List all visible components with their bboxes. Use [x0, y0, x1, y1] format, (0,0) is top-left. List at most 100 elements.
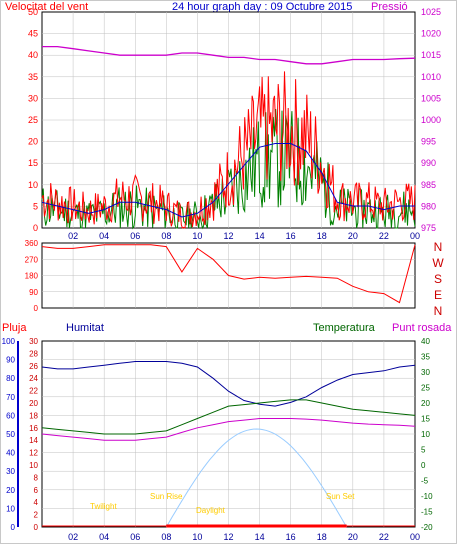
temperature-label: Temperatura	[313, 322, 376, 334]
p1-x-label-8: 18	[317, 231, 327, 241]
humidity-axis-tick-1: 2	[34, 511, 39, 520]
temperature-axis-tick-12: 40	[421, 337, 430, 346]
humidity-axis-tick-0: 0	[34, 523, 39, 532]
p1-x-label-9: 20	[348, 231, 358, 241]
wind-speed-axis-tick-6: 30	[28, 93, 38, 103]
humidity-series	[41, 361, 416, 407]
pressure-label: Pressió	[371, 1, 408, 13]
dewpoint-series	[41, 418, 416, 441]
rain-axis-tick-4: 40	[6, 449, 15, 458]
p1-x-label-1: 04	[99, 231, 109, 241]
p3-x-label-6: 14	[255, 532, 265, 542]
wind-direction-axis-tick-3: 270	[25, 255, 39, 264]
sun-set-label: Sun Set	[326, 492, 355, 501]
p3-x-label-5: 12	[223, 532, 233, 542]
temperature-axis-tick-0: -20	[421, 523, 433, 532]
wind-speed-axis-tick-4: 20	[28, 137, 38, 147]
wind-speed-axis-tick-10: 50	[28, 7, 38, 17]
wind-direction-grid	[42, 243, 415, 308]
pressure-axis-tick-3: 990	[421, 158, 436, 168]
compass-label-2: S	[434, 272, 442, 286]
humidity-temperature-grid	[42, 341, 415, 527]
wind-speed-axis: 0 5 10 15 20 25 30 35 40 45 50	[28, 7, 38, 233]
humidity-axis-tick-15: 30	[29, 337, 38, 346]
compass-label-4: N	[434, 304, 443, 318]
humidity-axis-tick-9: 18	[29, 411, 38, 420]
p3-x-label-3: 08	[161, 532, 171, 542]
wind-speed-axis-tick-9: 45	[28, 29, 38, 39]
wind-speed-axis-tick-1: 5	[33, 201, 38, 211]
wind-direction-axis-tick-4: 360	[25, 239, 39, 248]
humidity-axis-tick-12: 24	[29, 374, 38, 383]
pressure-axis-tick-7: 1010	[421, 72, 441, 82]
dewpoint-label: Punt rosada	[392, 322, 452, 334]
humidity-axis-tick-11: 22	[29, 387, 38, 396]
temperature-axis-tick-11: 35	[421, 353, 430, 362]
sun-rise-label: Sun Rise	[150, 492, 183, 501]
temperature-axis-tick-2: -10	[421, 492, 433, 501]
humidity-axis-tick-7: 14	[29, 436, 38, 445]
wind-direction-series	[41, 244, 416, 304]
wind-speed-axis-tick-0: 0	[33, 223, 38, 233]
compass-label-3: E	[434, 288, 442, 302]
daylight-label: Daylight	[196, 506, 226, 515]
temperature-axis-tick-10: 30	[421, 368, 430, 377]
rain-axis-tick-1: 10	[6, 504, 15, 513]
wind-direction-axis-tick-1: 90	[29, 288, 38, 297]
wind-speed-axis-tick-3: 15	[28, 158, 38, 168]
temperature-axis-tick-1: -15	[421, 508, 433, 517]
p3-x-label-9: 20	[348, 532, 358, 542]
wind-speed-axis-tick-8: 40	[28, 50, 38, 60]
humidity-temperature-x-axis: 02 04 06 08 10 12 14 16 18 20 22 00	[68, 532, 420, 542]
temperature-axis: -20 -15 -10 -5 0 5 10 15 20 25 30 35 40	[421, 337, 433, 532]
wind-speed-axis-tick-5: 25	[28, 115, 38, 125]
p1-x-label-6: 14	[255, 231, 265, 241]
humidity-axis-tick-5: 10	[29, 461, 38, 470]
rain-axis-tick-2: 20	[6, 486, 15, 495]
wind-speed-label: Velocitat del vent	[5, 1, 88, 13]
humidity-axis-tick-14: 28	[29, 349, 38, 358]
wind-speed-series	[41, 71, 416, 229]
humidity-temperature-series	[41, 361, 416, 528]
humidity-axis-tick-8: 16	[29, 424, 38, 433]
p1-x-label-3: 08	[161, 231, 171, 241]
wind-pressure-x-axis: 02 04 06 08 10 12 14 16 18 20 22 00	[68, 231, 420, 241]
p3-x-label-11: 00	[410, 532, 420, 542]
p1-x-label-5: 12	[223, 231, 233, 241]
wind-direction-series	[41, 244, 416, 304]
pressure-axis-tick-9: 1020	[421, 29, 441, 39]
wind-pressure-series	[41, 45, 416, 230]
p1-x-label-0: 02	[68, 231, 78, 241]
p3-x-label-0: 02	[68, 532, 78, 542]
rain-axis-tick-5: 50	[6, 430, 15, 439]
p1-x-label-7: 16	[286, 231, 296, 241]
pressure-axis-tick-0: 975	[421, 223, 436, 233]
wind-speed-axis-tick-7: 35	[28, 72, 38, 82]
p3-x-label-10: 22	[379, 532, 389, 542]
p3-x-label-7: 16	[286, 532, 296, 542]
temperature-axis-tick-3: -5	[421, 477, 429, 486]
temperature-axis-tick-8: 20	[421, 399, 430, 408]
temperature-axis-tick-9: 25	[421, 384, 430, 393]
p3-x-label-1: 04	[99, 532, 109, 542]
pressure-axis-tick-4: 995	[421, 137, 436, 147]
p3-x-label-4: 10	[192, 532, 202, 542]
p1-x-label-4: 10	[192, 231, 202, 241]
rain-axis-tick-0: 0	[11, 523, 16, 532]
wind-average-series	[41, 143, 415, 218]
humidity-axis-tick-10: 20	[29, 399, 38, 408]
graph-title: 24 hour graph day : 09 Octubre 2015	[172, 1, 352, 13]
p3-x-label-2: 06	[130, 532, 140, 542]
wind-speed-axis-tick-2: 10	[28, 180, 38, 190]
pressure-axis-tick-2: 985	[421, 180, 436, 190]
temperature-axis-tick-4: 0	[421, 461, 426, 470]
humidity-label: Humitat	[66, 322, 104, 334]
pressure-axis-tick-6: 1005	[421, 93, 441, 103]
pressure-axis-tick-5: 1000	[421, 115, 441, 125]
rain-axis: 0 10 20 30 40 50 60 70 80 90 100	[2, 337, 16, 532]
